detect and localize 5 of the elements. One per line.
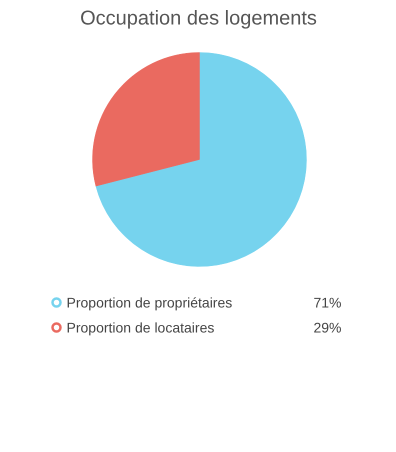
data-label: 71%	[313, 294, 342, 310]
chart-title: Occupation des logements	[80, 8, 317, 30]
legend-label: Proportion de locataires	[66, 320, 214, 336]
data-label: 29%	[313, 320, 342, 336]
legend-label: Proportion de propriétaires	[66, 294, 232, 310]
